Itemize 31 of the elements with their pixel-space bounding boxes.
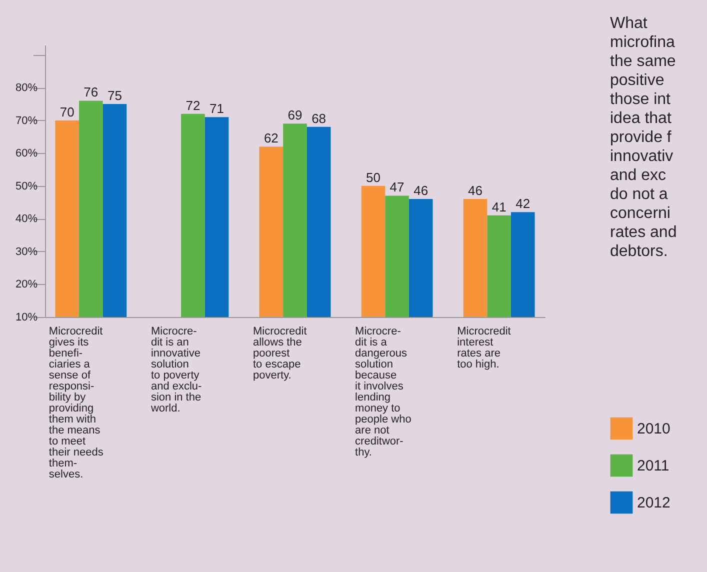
legend-label: 2010 — [637, 420, 670, 438]
data-label: 42 — [516, 196, 530, 212]
data-label: 71 — [210, 101, 224, 116]
data-label: 76 — [84, 84, 98, 100]
data-label: 46 — [468, 183, 483, 198]
data-label: 72 — [186, 98, 200, 113]
legend-label: 2011 — [637, 458, 670, 474]
legend-label: 2012 — [637, 494, 670, 512]
data-label: 47 — [390, 180, 404, 195]
y-tick-label: 50% — [15, 180, 38, 192]
data-label: 69 — [288, 108, 302, 123]
y-tick-label: 30% — [15, 246, 38, 258]
data-label: 75 — [107, 88, 122, 103]
y-tick-label: 10% — [15, 312, 38, 324]
data-label: 46 — [414, 183, 428, 198]
category-label: Microcredit gives its benefi- ciaries a sense of responsi- bility by providing them with the means to meet their needs them- selves. — [48, 326, 104, 480]
y-tick-label: 80% — [15, 82, 38, 94]
x-tick-label: Microcredit allows the poorest to escape poverty. — [253, 326, 307, 382]
category-label: Microcre- dit is a dangerous solution because it involves lending money to people who are not creditwor- thy. — [355, 326, 412, 458]
x-tick-label: Microcredit interest rates are too high. — [457, 326, 511, 370]
data-label: 70 — [60, 104, 74, 120]
data-label: 68 — [312, 110, 326, 126]
y-tick-label: 60% — [15, 148, 38, 160]
y-tick-label: 40% — [15, 213, 38, 226]
data-label: 41 — [492, 199, 506, 214]
y-tick-label: 70% — [15, 114, 38, 127]
y-tick-label: 20% — [15, 278, 38, 291]
x-tick-label: Microcre- dit is an innovative solution to poverty and exclu- sion in the world. — [150, 326, 202, 414]
text: What microfina the same positive those int idea that provide f innovativ and exc do not a concerni rates and debtors. — [610, 15, 677, 260]
data-label: 62 — [264, 130, 278, 146]
data-label: 50 — [366, 170, 380, 185]
